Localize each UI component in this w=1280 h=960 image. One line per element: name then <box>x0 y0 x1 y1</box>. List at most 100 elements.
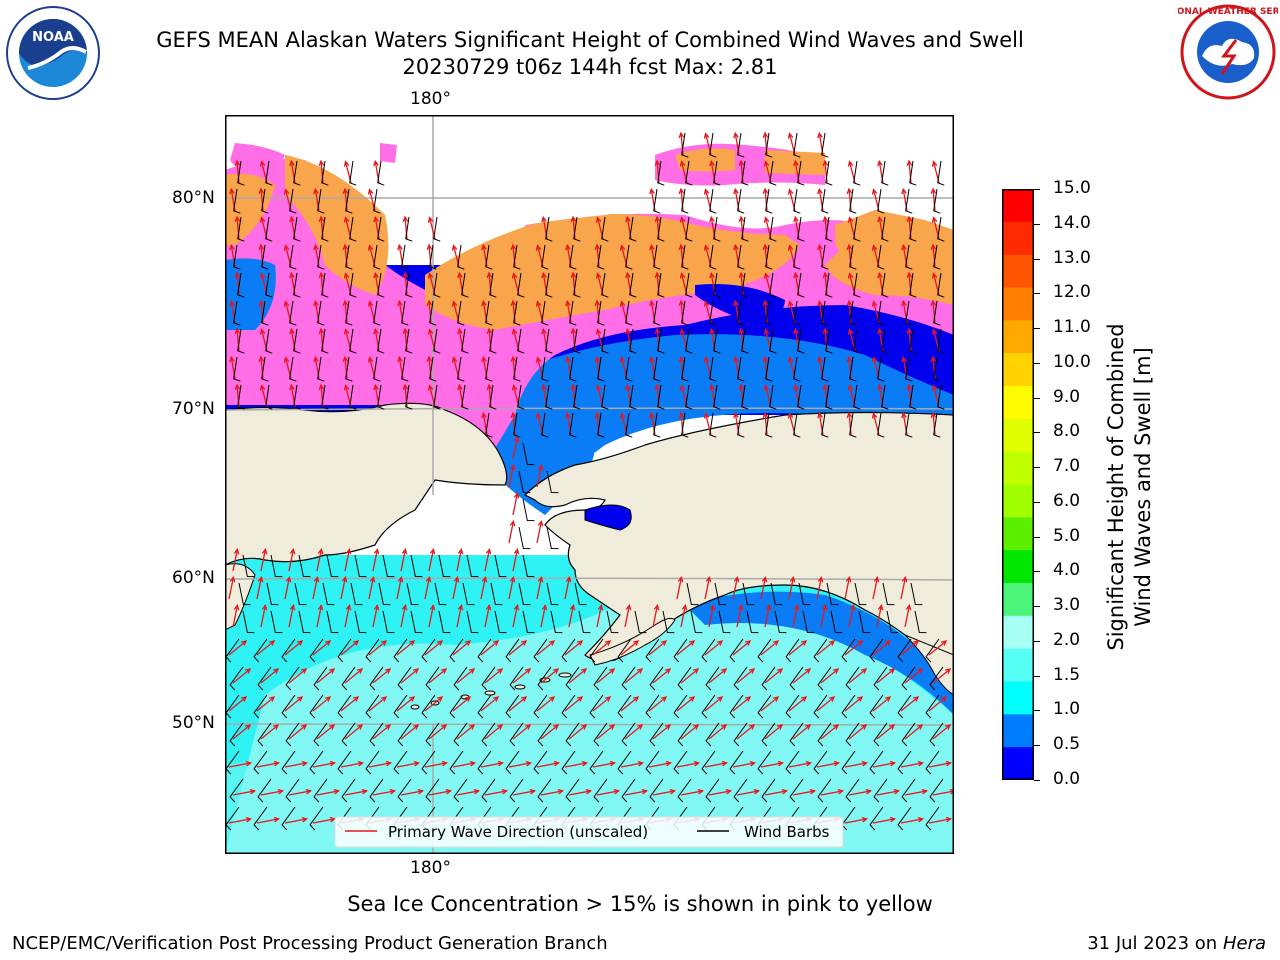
wave-direction-arrowhead <box>931 272 938 279</box>
wind-barb <box>449 750 464 775</box>
wave-direction-arrowhead <box>451 356 458 363</box>
wave-direction-arrowhead <box>717 640 724 646</box>
wave-direction-arrow <box>648 696 667 712</box>
wind-barb <box>349 272 357 298</box>
wave-direction-arrow <box>480 640 499 656</box>
wind-barb <box>705 778 720 803</box>
wind-barb <box>821 356 829 382</box>
wind-barb <box>905 244 913 270</box>
wave-direction-arrowhead <box>773 696 780 702</box>
wind-barb <box>849 412 857 438</box>
wave-direction-arrowhead <box>289 548 296 555</box>
wave-direction-arrowhead <box>901 411 907 419</box>
wave-direction-arrowhead <box>273 816 281 823</box>
wave-direction-arrowhead <box>661 696 668 702</box>
wave-direction-arrow <box>508 696 527 712</box>
wave-direction-arrowhead <box>847 160 854 167</box>
wave-direction-arrowhead <box>906 215 913 222</box>
wave-direction-arrow <box>536 696 555 712</box>
wave-direction-arrow <box>680 668 699 684</box>
wind-barb <box>461 384 469 410</box>
wave-direction-arrowhead <box>906 271 913 278</box>
wind-barb <box>541 412 549 438</box>
wave-direction-arrowhead <box>521 696 528 702</box>
wind-barb <box>746 610 759 634</box>
wave-direction-arrowhead <box>787 188 794 195</box>
wave-direction-arrowhead <box>318 327 325 334</box>
wind-barb <box>802 610 815 634</box>
wind-barb <box>685 328 693 354</box>
wind-barb <box>365 694 380 719</box>
wave-direction-arrowhead <box>510 243 517 250</box>
wind-barb <box>429 244 437 270</box>
wave-direction-arrowhead <box>931 384 938 391</box>
wind-barb <box>830 610 843 634</box>
lat-label-50: 50°N <box>172 713 215 733</box>
wave-direction-arrowhead <box>229 187 235 195</box>
wave-direction-arrowhead <box>901 576 908 583</box>
wave-direction-arrowhead <box>777 724 784 730</box>
wind-barb <box>713 160 721 186</box>
wave-direction-arrowhead <box>945 816 953 823</box>
wave-direction-arrowhead <box>654 327 661 334</box>
colorbar-tick-label: 1.5 <box>1053 664 1081 685</box>
wave-direction-arrowhead <box>493 640 500 646</box>
wave-direction-arrowhead <box>609 668 616 674</box>
wave-direction-arrowhead <box>233 548 240 555</box>
wave-direction-arrowhead <box>549 640 556 646</box>
wind-barb <box>574 582 587 606</box>
wind-barb <box>853 160 861 186</box>
wind-barb <box>405 328 413 354</box>
wave-direction-arrowhead <box>353 640 360 646</box>
wind-barb <box>365 638 380 663</box>
wave-direction-arrowhead <box>469 668 476 674</box>
wind-barb <box>649 722 664 747</box>
colorbar-band <box>1002 451 1034 485</box>
wave-direction-arrow <box>452 696 471 712</box>
wave-direction-arrowhead <box>457 548 464 555</box>
wave-direction-arrowhead <box>229 299 235 307</box>
wave-direction-arrowhead <box>541 271 547 279</box>
wave-direction-arrow <box>872 640 891 656</box>
wind-barb <box>793 356 801 382</box>
wave-direction-arrow <box>620 640 639 656</box>
wave-direction-arrowhead <box>917 760 925 767</box>
wave-direction-arrowhead <box>678 187 685 194</box>
wave-direction-arrowhead <box>273 724 280 730</box>
wave-direction-arrowhead <box>557 788 565 795</box>
wave-direction-arrowhead <box>343 384 350 391</box>
wind-barb <box>729 750 744 775</box>
wave-direction-arrowhead <box>535 300 542 307</box>
wind-barb <box>253 694 268 719</box>
wave-direction-arrowhead <box>413 668 420 674</box>
colorbar-tick-mark <box>1034 293 1040 295</box>
wave-direction-arrow <box>452 640 471 656</box>
wind-barb <box>617 694 632 719</box>
wave-direction-arrowhead <box>581 668 588 674</box>
wave-direction-arrowhead <box>259 328 266 335</box>
wind-barb <box>825 384 833 410</box>
wind-barb <box>546 582 559 606</box>
wave-direction-arrowhead <box>261 604 268 611</box>
wind-barb <box>522 554 535 578</box>
wind-barb <box>565 778 580 803</box>
wave-direction-arrow <box>256 762 279 768</box>
wind-barb <box>537 722 552 747</box>
wave-direction-arrowhead <box>709 159 715 167</box>
wave-direction-arrowhead <box>283 188 290 195</box>
wave-direction-arrowhead <box>258 187 265 194</box>
wave-direction-arrowhead <box>565 355 571 363</box>
wave-direction-arrow <box>536 762 559 768</box>
wave-direction-arrowhead <box>678 411 685 418</box>
wind-barb <box>522 498 535 522</box>
wind-barb <box>545 216 553 242</box>
wave-direction-arrowhead <box>594 299 601 306</box>
colorbar-tick-label: 6.0 <box>1053 490 1081 511</box>
wave-direction-arrowhead <box>871 188 878 195</box>
wave-direction-arrowhead <box>397 299 403 307</box>
wave-direction-arrowhead <box>865 788 873 795</box>
wave-direction-arrowhead <box>669 788 677 795</box>
wind-barb <box>289 188 297 214</box>
wind-barb <box>685 272 693 298</box>
wave-direction-arrowhead <box>283 300 290 307</box>
